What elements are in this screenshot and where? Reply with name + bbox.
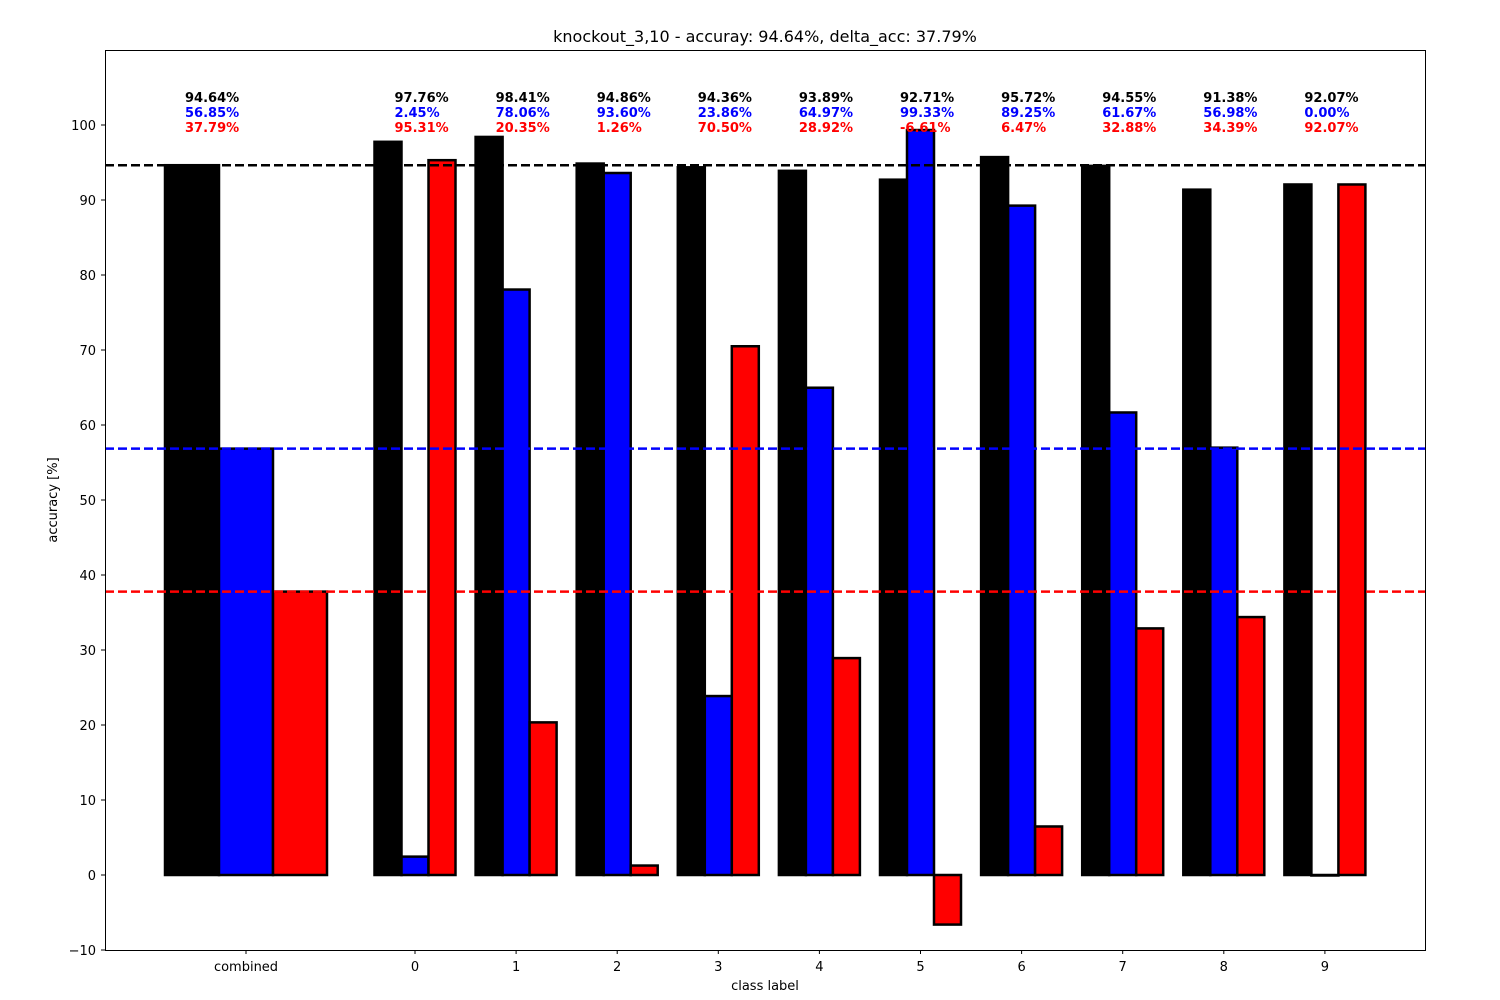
value-label-3-series-1: 23.86% (698, 106, 752, 121)
value-label-7-series-0: 94.55% (1102, 91, 1156, 106)
x-tick-label-1: 1 (512, 960, 520, 975)
bar-7-series-2 (1134, 627, 1165, 877)
bar-2-series-0 (575, 162, 605, 877)
bar-5-series-0 (878, 178, 909, 877)
value-label-8-series-2: 34.39% (1203, 121, 1257, 136)
value-label-3-series-2: 70.50% (698, 121, 752, 136)
value-label-4-series-1: 64.97% (799, 106, 853, 121)
y-tick-label: 90 (79, 194, 96, 209)
bar-9-series-2 (1337, 183, 1367, 877)
y-axis-label: accuracy [%] (46, 457, 61, 542)
x-tick-label-0: 0 (411, 960, 419, 975)
y-tick-label: 20 (79, 719, 96, 734)
reference-lines-layer (105, 163, 1425, 593)
bar-0-series-1 (400, 855, 430, 877)
bar-0-series-0 (373, 140, 403, 877)
y-tick-label: 0 (88, 869, 96, 884)
value-label-8-series-0: 91.38% (1203, 91, 1257, 106)
bar-1-series-0 (474, 135, 504, 877)
bar-6-series-2 (1033, 825, 1064, 877)
value-label-6-series-2: 6.47% (1001, 121, 1046, 136)
bar-9-series-0 (1283, 183, 1313, 877)
bar-3-series-1 (703, 694, 734, 877)
value-labels-layer: 94.64%56.85%37.79% 97.76%2.45%95.31% 98.41… (185, 91, 1359, 136)
bar-7-series-1 (1107, 411, 1138, 877)
y-tick-label: 40 (79, 569, 96, 584)
value-label-0-series-1: 2.45% (395, 106, 440, 121)
value-label-8-series-1: 56.98% (1203, 106, 1257, 121)
plot-frame (105, 50, 1426, 951)
bar-8-series-0 (1182, 188, 1212, 877)
bar-1-series-2 (528, 721, 558, 877)
value-label-4-series-2: 28.92% (799, 121, 853, 136)
bar-combined-series-1 (217, 447, 275, 877)
bar-6-series-1 (1006, 204, 1037, 877)
value-label-5-series-1: 99.33% (900, 106, 954, 121)
y-tick-label: 100 (71, 119, 96, 134)
bar-5-series-1 (905, 128, 936, 877)
y-tick-label: 10 (79, 794, 96, 809)
x-tick-label-8: 8 (1220, 960, 1228, 975)
value-label-7-series-1: 61.67% (1102, 106, 1156, 121)
value-label-1-series-1: 78.06% (496, 106, 550, 121)
x-tick-label-2: 2 (613, 960, 621, 975)
value-label-1-series-0: 98.41% (496, 91, 550, 106)
x-axis-label: class label (731, 979, 799, 994)
y-axis: −10 0 10 20 30 40 50 60 70 80 90 100 (69, 119, 105, 959)
bar-4-series-0 (777, 169, 808, 877)
bar-3-series-2 (730, 345, 761, 877)
bar-1-series-1 (501, 288, 531, 877)
value-label-2-series-0: 94.86% (597, 91, 651, 106)
x-tick-label-5: 5 (916, 960, 924, 975)
value-label-1-series-2: 20.35% (496, 121, 550, 136)
value-label-2-series-2: 1.26% (597, 121, 642, 136)
bar-combined-series-2 (271, 590, 329, 877)
bar-4-series-2 (831, 656, 862, 877)
x-tick-label-9: 9 (1321, 960, 1329, 975)
value-label-0-series-0: 97.76% (395, 91, 449, 106)
value-label-7-series-2: 32.88% (1102, 121, 1156, 136)
bars-layer (163, 128, 1367, 926)
y-tick-label: 60 (79, 419, 96, 434)
y-tick-label: 80 (79, 269, 96, 284)
bar-2-series-2 (629, 864, 659, 877)
value-label-2-series-1: 93.60% (597, 106, 651, 121)
value-label-combined-series-1: 56.85% (185, 106, 239, 121)
y-tick-label: 30 (79, 644, 96, 659)
y-tick-label: −10 (69, 944, 96, 959)
bar-9-series-1 (1310, 873, 1340, 877)
value-label-5-series-0: 92.71% (900, 91, 954, 106)
bar-6-series-0 (979, 155, 1010, 877)
bar-combined-series-0 (163, 163, 221, 877)
y-tick-label: 70 (79, 344, 96, 359)
value-label-3-series-0: 94.36% (698, 91, 752, 106)
bar-8-series-1 (1209, 446, 1239, 877)
x-axis: combined 0 1 2 3 4 5 6 7 8 9 (214, 950, 1329, 975)
value-label-9-series-1: 0.00% (1304, 106, 1349, 121)
bar-8-series-2 (1236, 615, 1266, 877)
value-label-combined-series-2: 37.79% (185, 121, 239, 136)
value-label-0-series-2: 95.31% (395, 121, 449, 136)
bar-3-series-0 (676, 166, 707, 877)
x-tick-label-combined: combined (214, 960, 278, 975)
value-label-6-series-0: 95.72% (1001, 91, 1055, 106)
bar-2-series-1 (602, 171, 632, 877)
bar-7-series-0 (1080, 164, 1111, 877)
value-label-4-series-0: 93.89% (799, 91, 853, 106)
x-tick-label-4: 4 (815, 960, 823, 975)
bar-5-series-2 (932, 873, 963, 926)
x-tick-label-6: 6 (1017, 960, 1025, 975)
value-label-5-series-2: -6.61% (900, 121, 951, 136)
value-label-9-series-0: 92.07% (1304, 91, 1358, 106)
x-tick-label-7: 7 (1119, 960, 1127, 975)
chart-title: knockout_3,10 - accuray: 94.64%, delta_a… (553, 27, 977, 47)
bar-4-series-1 (804, 386, 835, 877)
x-tick-label-3: 3 (714, 960, 722, 975)
value-label-9-series-2: 92.07% (1304, 121, 1358, 136)
y-tick-label: 50 (79, 494, 96, 509)
value-label-6-series-1: 89.25% (1001, 106, 1055, 121)
value-label-combined-series-0: 94.64% (185, 91, 239, 106)
bar-0-series-2 (427, 158, 457, 877)
